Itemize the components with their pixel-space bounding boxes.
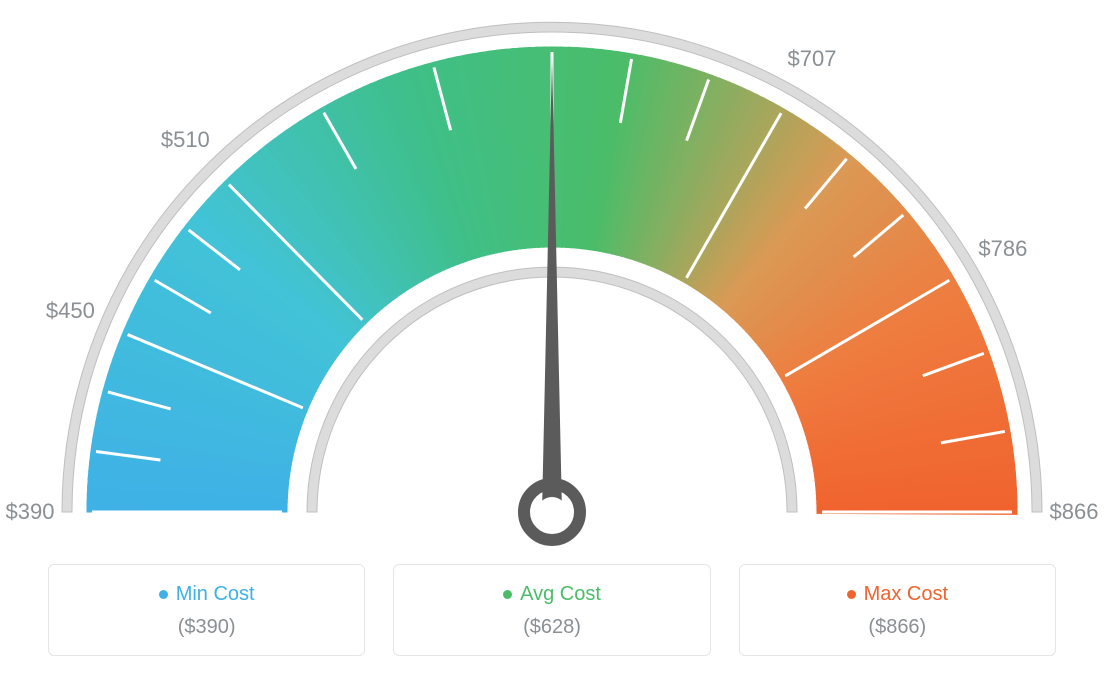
gauge-svg — [0, 0, 1104, 560]
dot-icon — [159, 590, 168, 599]
legend-label: Min Cost — [176, 583, 255, 606]
gauge-tick-label: $390 — [6, 499, 55, 525]
legend-row: Min Cost ($390) Avg Cost ($628) Max Cost… — [0, 560, 1104, 690]
gauge-chart: $390 $450 $510 $628 $707 $786 $866 — [0, 0, 1104, 560]
legend-card-max: Max Cost ($866) — [739, 564, 1056, 656]
legend-title-min: Min Cost — [159, 583, 255, 606]
legend-label: Max Cost — [864, 583, 948, 606]
legend-card-min: Min Cost ($390) — [48, 564, 365, 656]
gauge-tick-label: $866 — [1050, 499, 1099, 525]
gauge-tick-label: $510 — [161, 127, 210, 153]
dot-icon — [847, 590, 856, 599]
legend-label: Avg Cost — [520, 583, 601, 606]
legend-title-max: Max Cost — [847, 583, 948, 606]
legend-title-avg: Avg Cost — [503, 583, 601, 606]
legend-value: ($866) — [750, 616, 1045, 639]
legend-value: ($628) — [404, 616, 699, 639]
legend-card-avg: Avg Cost ($628) — [393, 564, 710, 656]
legend-value: ($390) — [59, 616, 354, 639]
gauge-tick-label: $450 — [46, 298, 95, 324]
dot-icon — [503, 590, 512, 599]
gauge-tick-label: $786 — [978, 236, 1027, 262]
gauge-tick-label: $628 — [528, 0, 577, 3]
gauge-tick-label: $707 — [788, 46, 837, 72]
